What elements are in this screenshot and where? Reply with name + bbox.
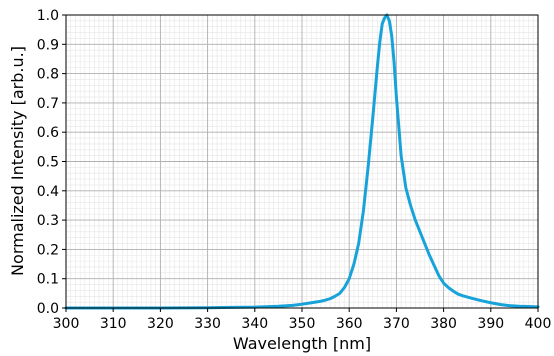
x-tick-label: 390 bbox=[477, 316, 504, 332]
y-tick-label: 1.0 bbox=[37, 8, 59, 24]
x-axis-label: Wavelength [nm] bbox=[233, 334, 371, 353]
y-tick-label: 0.0 bbox=[37, 301, 59, 317]
x-tick-label: 370 bbox=[383, 316, 410, 332]
x-tick-label: 310 bbox=[100, 316, 127, 332]
y-tick-label: 0.7 bbox=[37, 96, 59, 112]
y-tick-label: 0.3 bbox=[37, 213, 59, 229]
x-tick-label: 360 bbox=[336, 316, 363, 332]
y-tick-label: 0.8 bbox=[37, 67, 59, 83]
x-tick-label: 340 bbox=[241, 316, 268, 332]
y-tick-label: 0.4 bbox=[37, 184, 59, 200]
x-tick-label: 400 bbox=[525, 316, 552, 332]
y-tick-label: 0.5 bbox=[37, 155, 59, 171]
x-tick-label: 380 bbox=[430, 316, 457, 332]
series-line bbox=[64, 13, 540, 310]
y-tick-label: 0.6 bbox=[37, 125, 59, 141]
y-axis-label: Normalized Intensity [arb.u.] bbox=[8, 46, 27, 276]
major-grid bbox=[65, 14, 539, 309]
x-axis-ticks: 300 310 320 330 340 350 360 370 380 390 400 bbox=[53, 308, 552, 332]
y-tick-label: 0.9 bbox=[37, 37, 59, 53]
y-tick-label: 0.1 bbox=[37, 272, 59, 288]
x-tick-label: 330 bbox=[194, 316, 221, 332]
x-tick-label: 320 bbox=[147, 316, 174, 332]
x-tick-label: 350 bbox=[289, 316, 316, 332]
y-axis-ticks: 0.0 0.1 0.2 0.3 0.4 0.5 0.6 0.7 0.8 0.9 1.0 bbox=[37, 8, 66, 317]
x-tick-label: 300 bbox=[53, 316, 80, 332]
y-tick-label: 0.2 bbox=[37, 242, 59, 258]
